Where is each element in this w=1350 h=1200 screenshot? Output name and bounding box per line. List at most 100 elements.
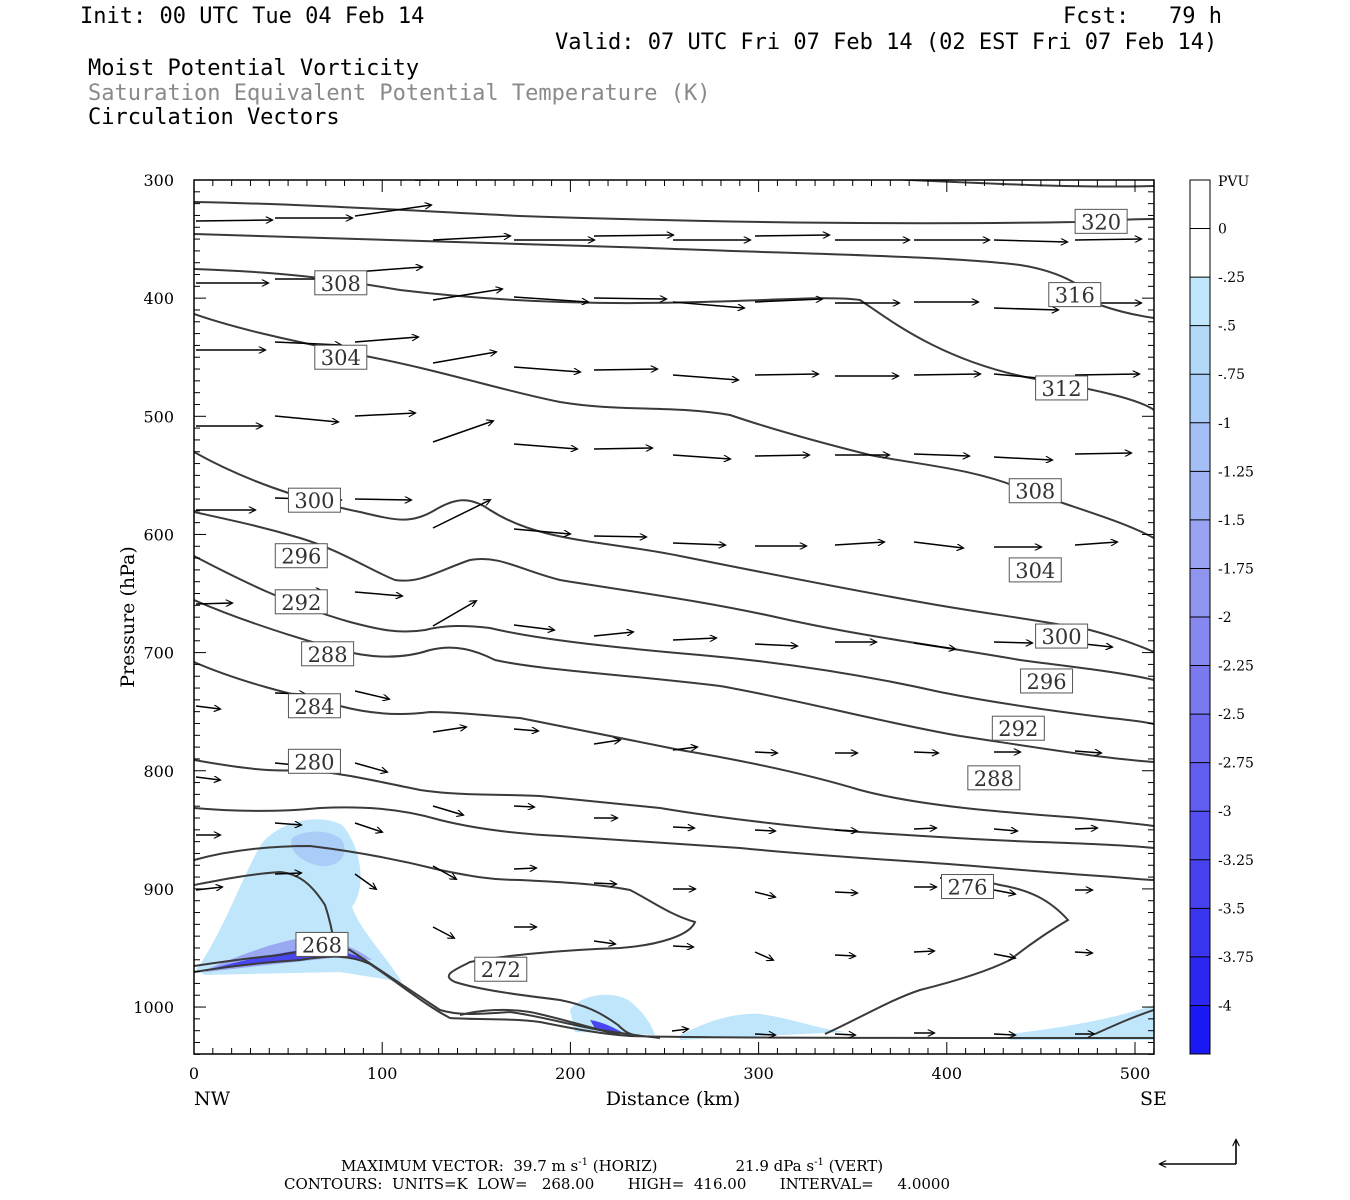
contour-label-box <box>287 748 341 774</box>
colorbar-swatch <box>1190 859 1210 909</box>
contour-label: 308 <box>314 270 368 296</box>
x-tick-label: 400 <box>932 1064 963 1083</box>
colorbar-swatch <box>1190 277 1210 327</box>
x-end-label-se: SE <box>1140 1088 1167 1110</box>
colorbar-label: -1.75 <box>1218 561 1254 577</box>
contour-label-text: 292 <box>998 717 1038 741</box>
colorbar-label: -3 <box>1218 804 1232 820</box>
colorbar-unit: PVU <box>1218 174 1250 190</box>
max-vector-note: MAXIMUM VECTOR: 39.7 m s-1 (HORIZ) 21.9 d… <box>341 1158 883 1174</box>
contour-label-text: 272 <box>481 958 521 982</box>
pv-shading-light3 <box>680 1013 845 1040</box>
y-tick-label: 800 <box>143 762 174 781</box>
y-tick-label: 500 <box>143 407 174 426</box>
contour-label-text: 304 <box>1015 559 1055 583</box>
contour-label-text: 280 <box>294 750 334 774</box>
contour-label: 288 <box>967 765 1021 791</box>
colorbar-label: -1 <box>1218 416 1232 432</box>
colorbar-label: -2.5 <box>1218 707 1245 723</box>
colorbar-swatch <box>1190 422 1210 472</box>
colorbar-swatch <box>1190 665 1210 715</box>
contour-label-box <box>274 589 328 615</box>
contour-label: 304 <box>1008 557 1062 583</box>
contour-label-box <box>274 543 328 569</box>
colorbar-label: -2 <box>1218 610 1232 626</box>
contour-label: 292 <box>274 589 328 615</box>
colorbar-swatch <box>1190 228 1210 278</box>
y-tick-label: 600 <box>143 525 174 544</box>
contour-label-text: 292 <box>281 591 321 615</box>
y-tick-labels: 300 400 500 600 700 800 900 1000 <box>133 171 174 1017</box>
contour-label-text: 300 <box>294 489 334 513</box>
colorbar-label: -4 <box>1218 998 1232 1014</box>
max-vector-horiz-value: MAXIMUM VECTOR: 39.7 m s <box>341 1157 579 1175</box>
contour-label-box <box>1074 208 1128 234</box>
colorbar-swatch <box>1190 714 1210 764</box>
contour-labels: 320 316 312 308 304 300 296 292 288 276 308 304 300 2… <box>274 208 1128 982</box>
contour-label-box <box>1020 668 1074 694</box>
forecast-hour: Fcst: 79 h <box>1063 4 1222 29</box>
contour-label-text: 308 <box>321 272 361 296</box>
contour-label: 272 <box>474 956 528 982</box>
x-tick-label: 300 <box>743 1064 774 1083</box>
contour-label-box <box>295 931 349 957</box>
contour-label: 292 <box>991 715 1045 741</box>
y-tick-label: 700 <box>143 644 174 663</box>
theta-contours <box>194 180 1154 1039</box>
contour-label-text: 288 <box>308 643 348 667</box>
axis-ticks <box>193 179 1155 1055</box>
y-tick-label: 1000 <box>133 998 174 1017</box>
contour-label-box <box>941 874 995 900</box>
valid-time: Valid: 07 UTC Fri 07 Feb 14 (02 EST Fri … <box>555 30 1218 55</box>
colorbar-label: -.75 <box>1218 367 1245 383</box>
colorbar-label: -2.25 <box>1218 659 1254 675</box>
contour-label-text: 304 <box>321 346 361 370</box>
colorbar-label: -3.75 <box>1218 950 1254 966</box>
colorbar-swatch <box>1190 325 1210 375</box>
pv-shading-light2 <box>570 994 655 1035</box>
init-time: Init: 00 UTC Tue 04 Feb 14 <box>80 4 425 29</box>
contours-note: CONTOURS: UNITS=K LOW= 268.00 HIGH= 416.… <box>284 1175 950 1193</box>
contour-label-text: 320 <box>1081 210 1121 234</box>
colorbar-swatch <box>1190 374 1210 424</box>
contour-label: 304 <box>314 344 368 370</box>
contour-label-text: 308 <box>1015 480 1055 504</box>
max-vector-horiz-label: (HORIZ) <box>587 1157 658 1175</box>
vert-unit-exponent: -1 <box>814 1157 824 1168</box>
colorbar-swatch <box>1190 956 1210 1006</box>
contour-label-box <box>1048 282 1102 308</box>
contour-label-box <box>287 693 341 719</box>
colorbar-label: -.25 <box>1218 270 1245 286</box>
field-title-vectors: Circulation Vectors <box>88 105 340 130</box>
colorbar-swatch <box>1190 617 1210 667</box>
contour-label-text: 316 <box>1055 284 1095 308</box>
y-tick-label: 400 <box>143 289 174 308</box>
contour-label-text: 296 <box>1026 670 1066 694</box>
colorbar-swatch <box>1190 519 1210 569</box>
colorbar-swatch <box>1190 811 1210 861</box>
colorbar-label: -2.75 <box>1218 756 1254 772</box>
pv-shading-strong2 <box>590 1020 625 1034</box>
max-vector-vert-label: (VERT) <box>823 1157 884 1175</box>
contour-label-text: 296 <box>281 545 321 569</box>
x-tick-label: 100 <box>367 1064 398 1083</box>
colorbar-swatch <box>1190 471 1210 521</box>
contour-label: 288 <box>301 641 355 667</box>
contour-label-box <box>967 765 1021 791</box>
contour-label: 308 <box>1008 478 1062 504</box>
contour-label: 316 <box>1048 282 1102 308</box>
contour-label-text: 284 <box>294 695 334 719</box>
field-title-theta: Saturation Equivalent Potential Temperat… <box>88 81 711 106</box>
contour-label-box <box>301 641 355 667</box>
contour-label-text: 312 <box>1042 377 1082 401</box>
contour-label: 312 <box>1035 375 1089 401</box>
contour-label-box <box>1008 557 1062 583</box>
y-tick-label: 900 <box>143 880 174 899</box>
contour-label-box <box>1008 478 1062 504</box>
contour-label-text: 288 <box>974 767 1014 791</box>
contour-label-box <box>287 487 341 513</box>
y-tick-label: 300 <box>143 171 174 190</box>
contour-label-box <box>474 956 528 982</box>
colorbar-label: -1.25 <box>1218 464 1254 480</box>
